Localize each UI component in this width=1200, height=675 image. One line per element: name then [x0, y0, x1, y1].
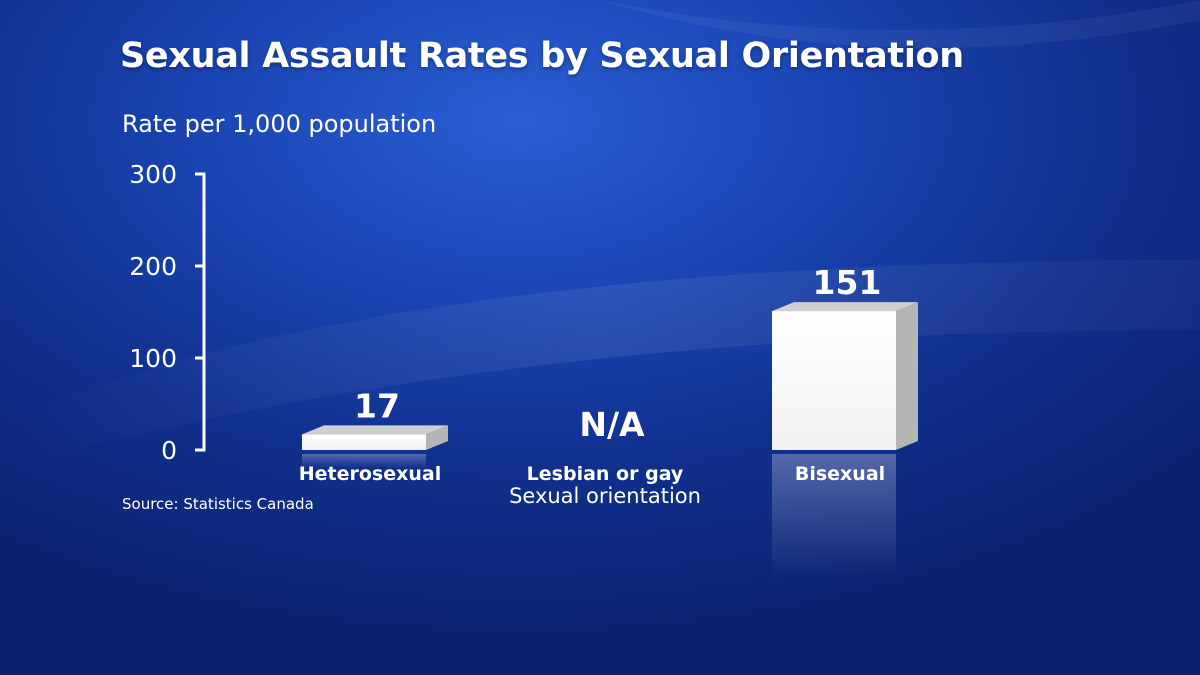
y-tick-label: 300	[129, 160, 177, 189]
bar	[302, 434, 426, 450]
x-tick-label: Bisexual	[795, 463, 885, 485]
y-axis-label: Rate per 1,000 population	[122, 110, 437, 138]
x-tick-label: Lesbian or gay	[527, 463, 684, 485]
bar	[772, 311, 896, 450]
source-note: Source: Statistics Canada	[122, 495, 314, 513]
bar-reflection	[772, 454, 896, 580]
chart-title: Sexual Assault Rates by Sexual Orientati…	[120, 36, 964, 76]
data-label: 17	[354, 386, 400, 425]
bar-side-face	[426, 425, 448, 450]
bar-top-face	[772, 302, 918, 312]
x-axis-label: Sexual orientation	[509, 484, 701, 508]
x-tick-label: Heterosexual	[299, 463, 442, 485]
data-label: N/A	[579, 405, 645, 444]
y-tick-label: 200	[129, 252, 177, 281]
bar-reflection	[302, 454, 426, 469]
bar-side-face	[896, 302, 918, 450]
bar-top-face	[302, 425, 448, 435]
y-tick-label: 0	[161, 436, 177, 465]
y-tick-label: 100	[129, 344, 177, 373]
data-label: 151	[813, 263, 882, 302]
